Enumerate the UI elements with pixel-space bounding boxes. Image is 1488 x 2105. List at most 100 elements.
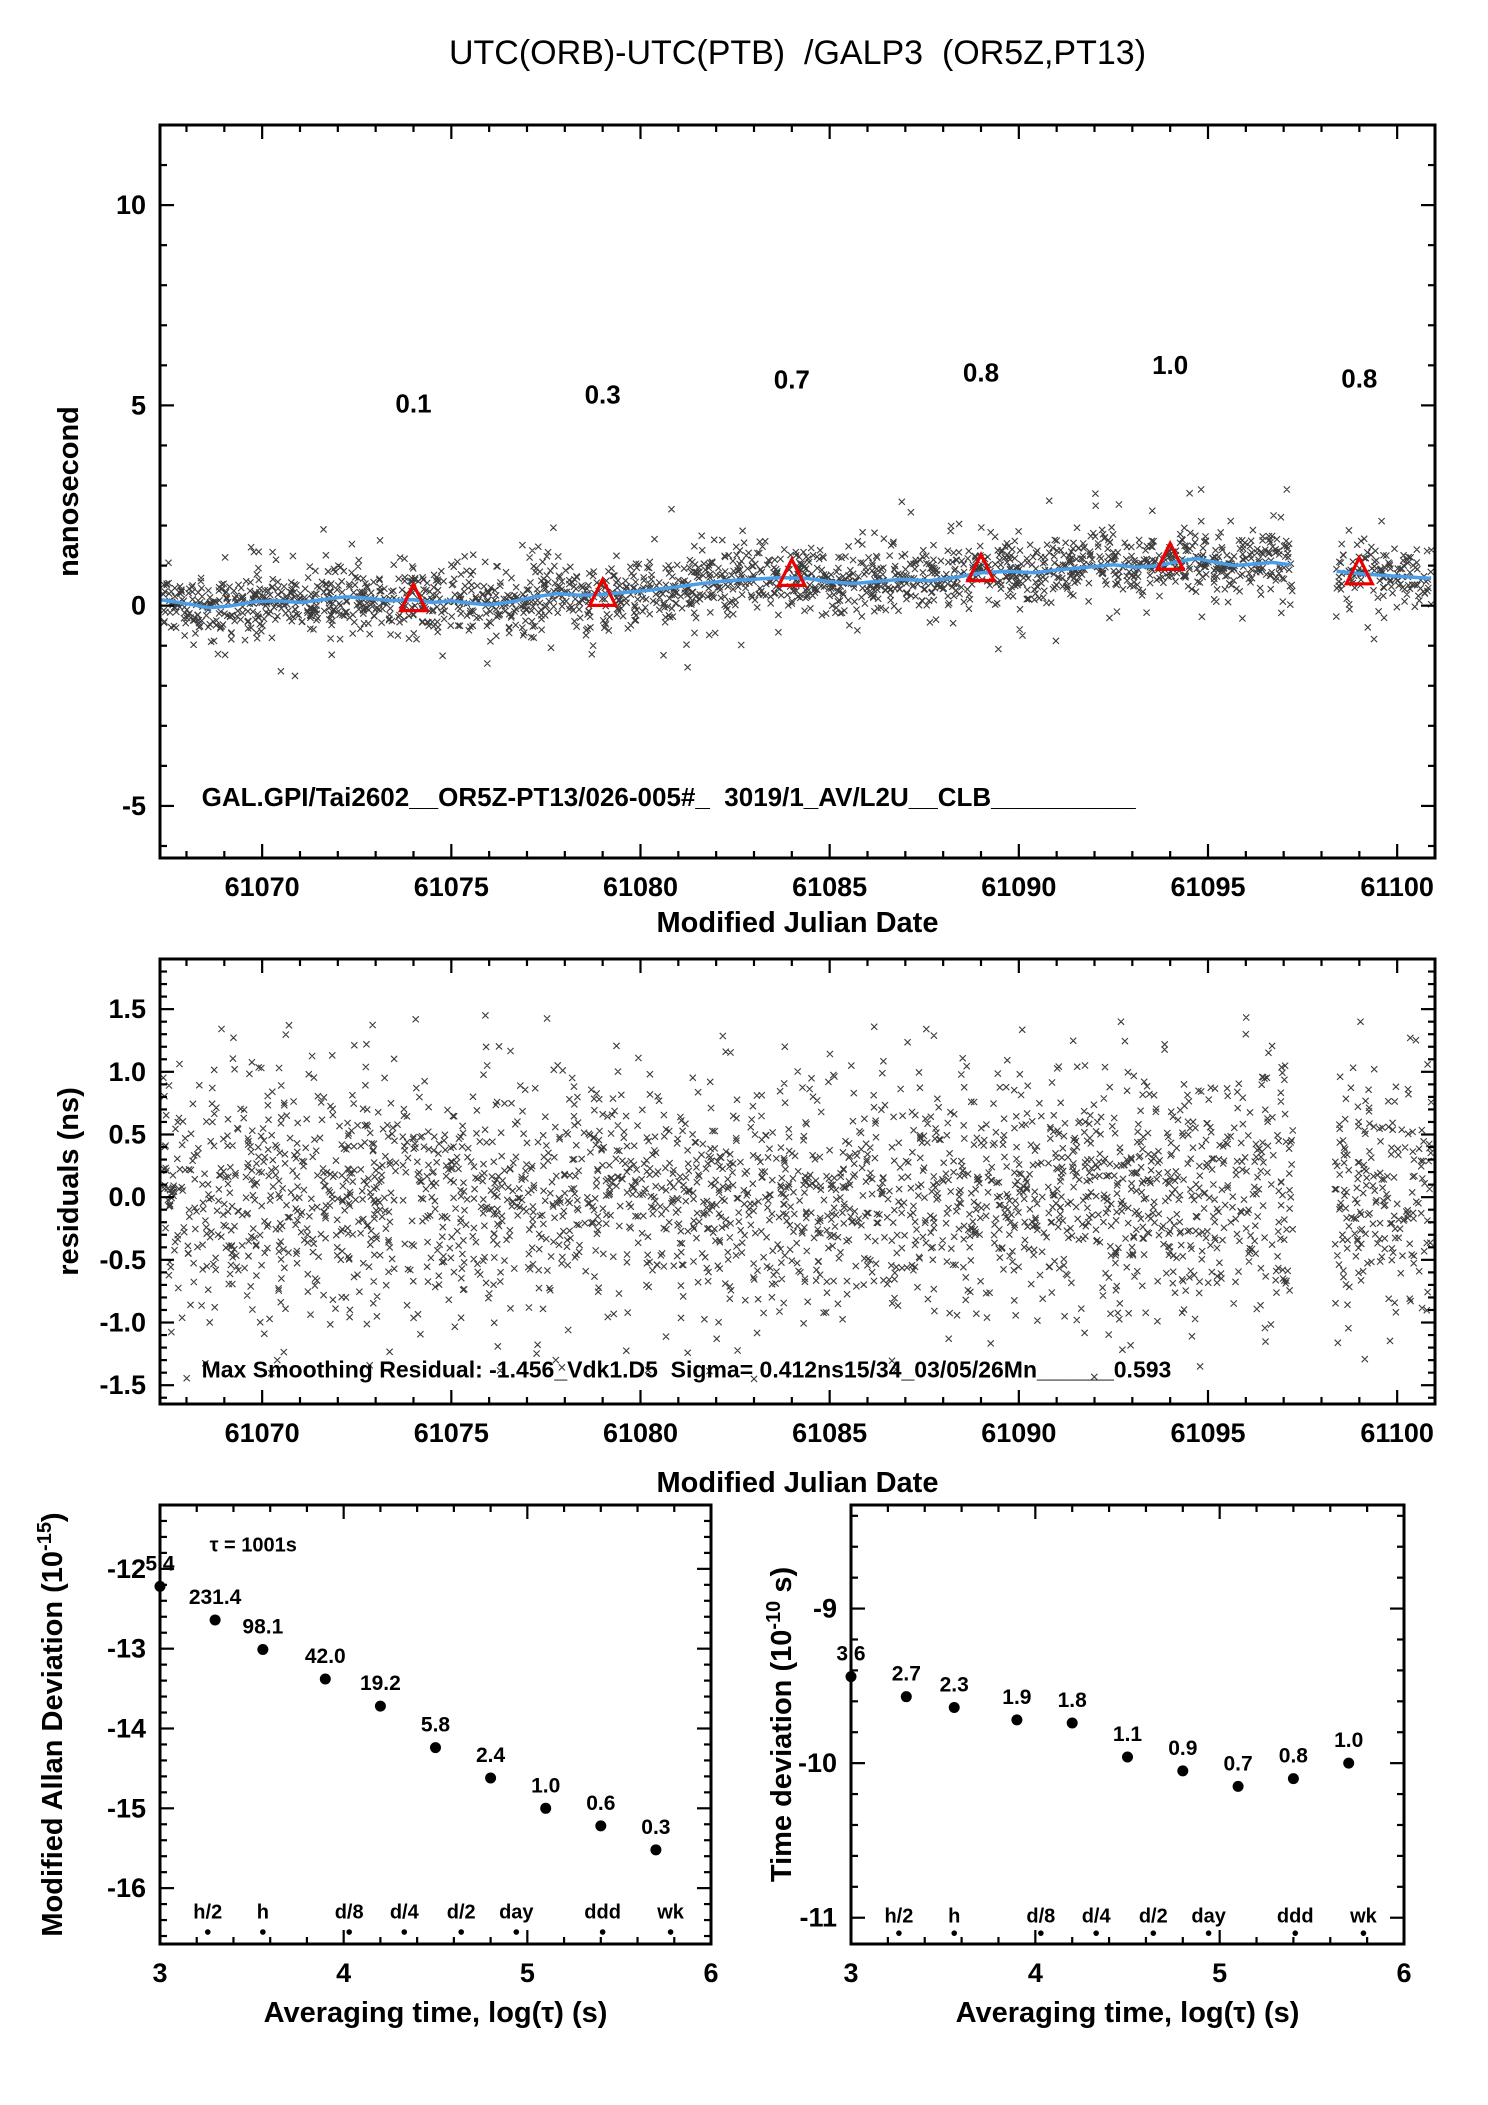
x-tick-label: 61075: [414, 1418, 489, 1448]
x-tick-label: 6: [1396, 1958, 1411, 1988]
mdev-point: [485, 1772, 497, 1784]
mdev-point: [540, 1802, 552, 1814]
mdev-value-label: 42.0: [305, 1645, 346, 1668]
y-tick-label: -14: [107, 1713, 146, 1743]
time-marker-label: d/4: [1082, 1905, 1112, 1927]
time-marker-label: h/2: [193, 1901, 222, 1923]
x-tick-label: 6: [703, 1958, 718, 1988]
triangle-value-label: 0.1: [395, 389, 431, 419]
tdev-value-label: 0.8: [1279, 1745, 1309, 1768]
time-marker-dot: [401, 1929, 408, 1935]
time-marker-dot: [1038, 1930, 1044, 1936]
tdev-value-label: 2.7: [892, 1663, 921, 1686]
y-tick-label: 0: [131, 591, 146, 621]
y-tick-label: -15: [107, 1793, 146, 1823]
y-tick-label: -10: [798, 1748, 837, 1778]
tdev-point: [1011, 1714, 1023, 1726]
time-marker-dot: [896, 1930, 902, 1936]
triangle-value-label: 0.3: [585, 379, 621, 409]
x-tick-label: 61075: [414, 872, 489, 902]
y-tick-label: 0.0: [108, 1182, 146, 1212]
x-axis-title: Modified Julian Date: [657, 1467, 939, 1499]
x-tick-label: 61090: [981, 872, 1056, 902]
axes-residuals: [158, 957, 1437, 1406]
calibration-triangle-icon: [965, 551, 997, 583]
smoothing-line: [159, 556, 1292, 610]
page-title: UTC(ORB)-UTC(PTB) /GALP3 (OR5Z,PT13): [448, 34, 1147, 72]
x-tick-label: 61100: [1360, 1418, 1434, 1448]
time-marker-dot: [1150, 1930, 1157, 1936]
mdev-point: [257, 1643, 269, 1655]
mdev-value-label: 0.3: [641, 1816, 670, 1839]
x-tick-label: 5: [520, 1958, 535, 1988]
y-tick-label: 1.0: [108, 1057, 146, 1087]
mdev-value-label: 2.4: [476, 1744, 506, 1767]
x-tick-label: 3: [843, 1958, 858, 1988]
x-tick-label: 61085: [792, 872, 867, 902]
time-marker-dot: [458, 1929, 465, 1935]
calibration-triangle-icon: [776, 555, 808, 587]
y-tick-label: 5: [131, 390, 146, 420]
axis-labels-residuals: 61070 61075 61080 61085 61090 61095 61100 -1.5 -…: [53, 994, 1434, 1499]
x-axis-title: Averaging time, log(τ) (s): [956, 1997, 1300, 2029]
x-tick-label: 61080: [603, 872, 678, 902]
axes-mdev: [158, 1503, 713, 1946]
tdev-point: [900, 1691, 912, 1703]
tdev-value-label: 1.9: [1002, 1686, 1031, 1709]
y-tick-label: -0.5: [99, 1245, 146, 1275]
mdev-point: [209, 1614, 221, 1626]
mdev-value-label: 1.0: [531, 1774, 560, 1797]
tdev-point: [1177, 1765, 1189, 1777]
mdev-point: [650, 1844, 662, 1856]
time-marker-label: wk: [656, 1901, 685, 1923]
time-marker-dot: [204, 1929, 211, 1935]
axes-tdev: [849, 1503, 1406, 1946]
tau-annotation: τ = 1001s: [210, 1534, 297, 1556]
mdev-value-label: 5.8: [421, 1714, 451, 1737]
plot-frame: [158, 1503, 713, 1946]
scatter-points: [159, 486, 1435, 680]
x-tick-label: 4: [1028, 1958, 1043, 1988]
panel-residuals: Max Smoothing Residual: -1.456_Vdk1.D5 S…: [159, 1011, 1435, 1383]
time-marker-dot: [1360, 1930, 1367, 1936]
y-tick-label: -5: [122, 791, 146, 821]
time-marker-dot: [1093, 1930, 1099, 1936]
axes-phase: [158, 123, 1437, 860]
time-marker-label: d/2: [1139, 1905, 1168, 1927]
mdev-point: [430, 1742, 441, 1754]
time-marker-label: d/8: [335, 1901, 364, 1923]
time-marker-dot: [667, 1929, 674, 1935]
y-axis-title: nanosecond: [53, 406, 85, 577]
time-marker-label: h: [948, 1905, 960, 1927]
time-marker-label: d/2: [447, 1901, 476, 1923]
tdev-value-label: 0.7: [1223, 1752, 1252, 1775]
tdev-value-label: 2.3: [940, 1673, 969, 1696]
mdev-value-label: 231.4: [189, 1586, 242, 1609]
calibration-triangle-icon: [587, 575, 619, 607]
x-tick-label: 3: [152, 1958, 167, 1988]
x-tick-label: 4: [336, 1958, 351, 1988]
time-marker-label: ddd: [584, 1901, 621, 1923]
plot-frame: [158, 957, 1437, 1406]
tdev-point: [1066, 1717, 1078, 1729]
x-axis-title: Modified Julian Date: [657, 907, 939, 939]
time-marker-dot: [951, 1930, 958, 1936]
axis-labels-tdev: 3 4 5 6 -9 -10 -11 Averaging time, log(τ) (s) Ti…: [763, 1567, 1412, 2029]
tdev-point: [1343, 1757, 1355, 1769]
time-marker-dot: [1205, 1930, 1212, 1936]
time-marker-label: day: [1191, 1905, 1226, 1927]
tdev-value-label: 1.8: [1058, 1689, 1088, 1712]
y-tick-label: 10: [116, 190, 146, 220]
time-marker-label: h/2: [884, 1905, 913, 1927]
mdev-point: [595, 1820, 607, 1832]
tdev-value-label: 1.0: [1334, 1729, 1363, 1752]
calibration-triangle-icon: [1343, 554, 1375, 586]
scatter-points: [159, 1011, 1435, 1383]
x-tick-label: 61070: [225, 872, 300, 902]
x-tick-label: 61080: [603, 1418, 678, 1448]
time-marker-dot: [346, 1929, 352, 1935]
tdev-point: [1122, 1751, 1133, 1763]
time-marker-dot: [260, 1929, 266, 1935]
time-marker-label: h: [257, 1901, 269, 1923]
